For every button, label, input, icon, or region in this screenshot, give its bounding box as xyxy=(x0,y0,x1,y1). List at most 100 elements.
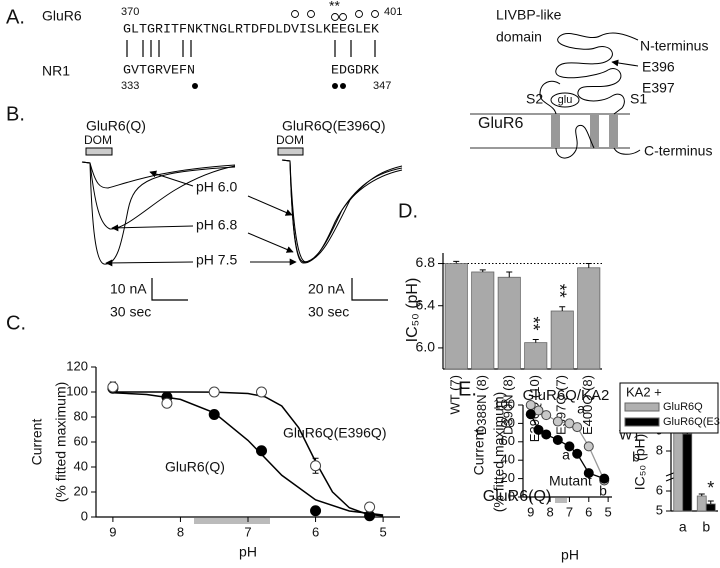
y-tick-label: 80 xyxy=(74,408,88,423)
x-tick-label: 7 xyxy=(244,524,251,539)
y-axis-label: (% fitted maximum) xyxy=(53,382,69,503)
circle-markers xyxy=(291,10,379,21)
dot-marker xyxy=(332,83,338,89)
scale-label: 30 sec xyxy=(110,304,151,320)
x-axis-label: pH xyxy=(561,547,579,563)
x-tick-label: 6 xyxy=(585,504,592,519)
circle-marker xyxy=(307,10,315,18)
diagram-label: LIVBP-like xyxy=(496,7,562,23)
ph-label: pH 6.0 xyxy=(196,179,237,195)
scale-bar xyxy=(351,278,388,301)
legend-label: GluR6Q xyxy=(663,401,703,413)
trace xyxy=(281,159,403,264)
arrow xyxy=(105,259,194,267)
tm-segment xyxy=(609,114,618,148)
diagram-label: domain xyxy=(496,29,542,45)
bar xyxy=(550,310,574,370)
chart-title: GluR6Q/KA2 xyxy=(523,387,610,404)
data-point xyxy=(572,422,583,433)
data-point xyxy=(208,409,220,420)
scale-label: 10 nA xyxy=(110,281,147,297)
x-axis-label: pH xyxy=(239,544,257,560)
bar xyxy=(696,495,707,512)
series-label: Mutant xyxy=(549,473,592,489)
bar xyxy=(673,432,684,512)
x-axis-label: GluR6(Q) xyxy=(483,488,551,505)
data-point xyxy=(552,416,563,427)
x-tick-label: a xyxy=(679,519,687,535)
error-bar xyxy=(707,500,714,504)
drug-bar xyxy=(277,147,304,156)
y-axis-label: IC₅₀ (pH) xyxy=(404,278,421,343)
y-tick-label: 6.4 xyxy=(416,296,436,312)
y-axis-label: (% fitted maximum) xyxy=(491,392,507,513)
x-tick-label: 5 xyxy=(379,524,386,539)
diagram-label: E397 xyxy=(642,80,675,96)
data-point xyxy=(161,397,173,409)
protein-chain xyxy=(539,80,641,159)
sequence: GVTGRVEFN EDGDRK xyxy=(123,64,379,79)
annotation: a xyxy=(562,447,570,463)
error-bar xyxy=(479,269,486,272)
panel-label: E. xyxy=(458,378,477,400)
bar xyxy=(444,263,468,370)
y-axis-label: Current xyxy=(471,429,487,476)
trace xyxy=(81,161,236,230)
scale-label: 20 nA xyxy=(308,281,345,297)
data-point xyxy=(583,468,594,479)
panel-label: B. xyxy=(6,103,25,125)
arrow xyxy=(611,59,639,67)
arrow xyxy=(111,224,194,232)
diagram-label: glu xyxy=(558,94,573,106)
x-tick-label: b xyxy=(702,519,710,535)
x-tick-label: E400Q (8) xyxy=(580,375,595,435)
x-tick-label: WT (7) xyxy=(448,375,463,414)
bar xyxy=(497,276,521,370)
y-tick-label: 8 xyxy=(656,442,663,457)
series-label: GluR6(Q) xyxy=(165,459,225,475)
residue-number: 401 xyxy=(384,6,402,18)
y-tick-label: 120 xyxy=(66,358,88,373)
y-axis-label: IC₅₀ (pH) xyxy=(632,434,648,491)
dot-marker xyxy=(192,83,198,89)
y-tick-label: 6 xyxy=(656,482,663,497)
trace xyxy=(81,161,236,189)
data-point xyxy=(107,381,119,393)
error-bar xyxy=(532,338,539,343)
error-bar xyxy=(585,263,592,268)
residue-number: 333 xyxy=(121,80,139,92)
y-tick-label: 6.0 xyxy=(416,339,436,355)
data-point xyxy=(599,473,610,484)
diagram-label: E396 xyxy=(642,59,675,75)
bar xyxy=(577,267,601,370)
data-point xyxy=(525,400,536,410)
y-tick-label: 100 xyxy=(66,383,88,398)
data-point xyxy=(256,386,268,398)
diagram-label: N-terminus xyxy=(640,38,708,54)
x-tick-label: 9 xyxy=(527,504,534,519)
series-label: GluR6Q(E396Q) xyxy=(283,425,386,441)
x-tick-label: 7 xyxy=(566,504,573,519)
y-tick-label: 20 xyxy=(74,483,88,498)
alignment: GluR6 370 401 GLTGRITFNKTNGLRTDFDLDVISLK… xyxy=(42,0,402,92)
bar xyxy=(682,433,693,512)
y-tick-label: 100 xyxy=(493,396,515,411)
drug-label: DOM xyxy=(84,133,112,147)
sequence-name: NR1 xyxy=(42,63,70,79)
circle-marker xyxy=(331,13,339,21)
x-tick-label: 8 xyxy=(177,524,184,539)
legend-swatch xyxy=(624,402,660,412)
tm-segment xyxy=(551,114,560,148)
data-point xyxy=(583,441,594,452)
protein-chain xyxy=(555,32,639,115)
trace xyxy=(81,161,236,265)
significance-label: * xyxy=(707,478,714,498)
x-tick-label: 6 xyxy=(312,524,319,539)
trace-title: GluR6Q(E396Q) xyxy=(282,118,385,134)
diagram-label: S1 xyxy=(630,91,647,107)
data-point xyxy=(572,448,583,459)
circle-marker xyxy=(339,13,347,21)
data-point xyxy=(310,505,322,517)
arrows xyxy=(105,170,297,267)
